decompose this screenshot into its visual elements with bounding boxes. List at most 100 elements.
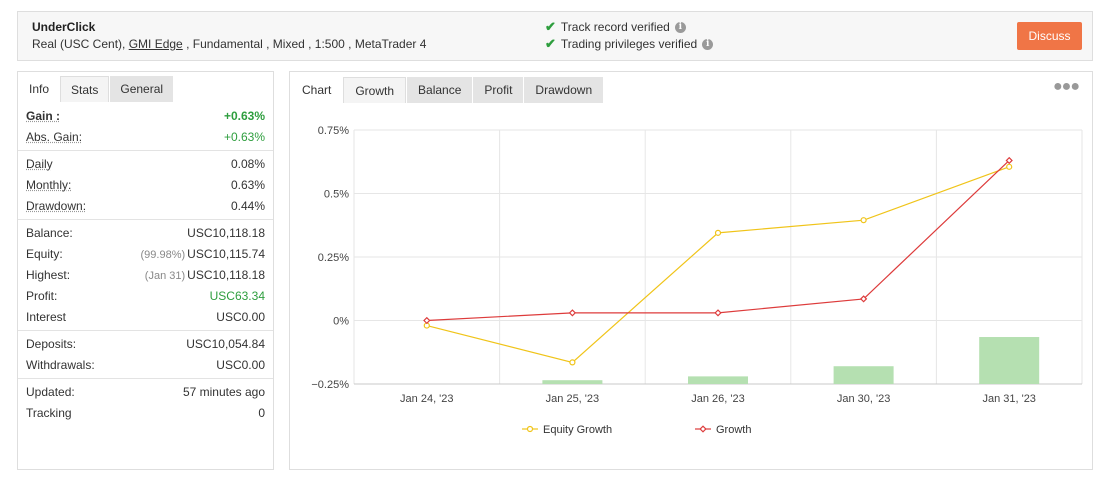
x-tick-label: Jan 26, '23 (691, 393, 744, 405)
check-icon: ✔ (545, 36, 556, 51)
verify-privileges-label: Trading privileges verified (560, 37, 698, 51)
tab-stats[interactable]: Stats (60, 76, 110, 102)
x-tick-label: Jan 24, '23 (400, 393, 453, 405)
x-tick-label: Jan 30, '23 (837, 393, 890, 405)
broker-link[interactable]: GMI Edge (128, 37, 183, 51)
trading-privileges-verified: ✔ Trading privileges verified i (545, 36, 714, 52)
stat-value: USC10,118.18 (187, 226, 265, 240)
account-header: UnderClick Real (USC Cent), GMI Edge , F… (17, 11, 1093, 61)
series-line (426, 160, 1010, 322)
stat-highest: Highest: (Jan 31) USC10,118.18 (18, 264, 273, 285)
more-options-icon[interactable]: ●●● (1053, 78, 1080, 95)
stat-value: 57 minutes ago (182, 385, 265, 399)
legend-marker (526, 425, 534, 433)
equity-point (860, 217, 867, 224)
stat-value: 0.63% (230, 178, 265, 192)
legend-marker (699, 425, 707, 433)
stat-withdrawals: Withdrawals: USC0.00 (18, 354, 273, 375)
legend-label: Growth (716, 424, 751, 436)
stats-list: Gain : +0.63% Abs. Gain: +0.63% Daily 0.08%… (18, 105, 273, 423)
y-tick-label: 0.25% (318, 252, 349, 264)
stat-label: Updated: (26, 385, 75, 399)
divider (18, 330, 273, 331)
stat-label: Tracking (26, 406, 72, 420)
tab-growth[interactable]: Growth (343, 77, 407, 103)
growth-point (423, 316, 431, 325)
tab-chart[interactable]: Chart (291, 77, 343, 103)
account-details: Real (USC Cent), GMI Edge , Fundamental … (32, 37, 426, 51)
account-details-rest: , Fundamental , Mixed , 1:500 , MetaTrad… (182, 37, 427, 51)
stat-deposits: Deposits: USC10,054.84 (18, 333, 273, 354)
bar-series (542, 337, 1040, 384)
growth-bar (688, 376, 748, 384)
tab-profit[interactable]: Profit (473, 77, 524, 103)
stat-label[interactable]: Drawdown: (26, 199, 87, 213)
equity-point (714, 229, 722, 236)
growth-point (1005, 156, 1013, 165)
stat-value-group: (Jan 31) USC10,118.18 (145, 268, 265, 282)
growth-point (568, 309, 577, 317)
line-series (423, 156, 1013, 366)
stat-label[interactable]: Gain : (26, 109, 61, 123)
stat-value: 0 (258, 406, 265, 420)
info-icon[interactable]: i (702, 38, 714, 50)
divider (18, 219, 273, 220)
stat-updated: Updated: 57 minutes ago (18, 381, 273, 402)
stat-value: USC63.34 (209, 289, 265, 303)
stat-gain: Gain : +0.63% (18, 105, 273, 126)
stat-label: Equity: (26, 247, 63, 261)
discuss-button[interactable]: Discuss (1017, 22, 1082, 50)
chart-panel: 0.75% 0.5% 0.25% 0% −0.25% Jan 24, '23 Jan 25,… (289, 71, 1093, 470)
tab-balance[interactable]: Balance (407, 77, 473, 103)
stat-value: 0.08% (230, 157, 265, 171)
stat-value: USC0.00 (216, 358, 265, 372)
growth-chart: 0.75% 0.5% 0.25% 0% −0.25% Jan 24, '23 Jan 25,… (311, 125, 1083, 436)
stats-panel: Info Stats General Gain : +0.63% Abs. Gai… (17, 71, 274, 470)
tab-general[interactable]: General (110, 76, 174, 102)
stat-value: USC10,054.84 (186, 337, 265, 351)
legend-label: Equity Growth (543, 424, 612, 436)
stat-label: Profit: (26, 289, 58, 303)
stat-tracking: Tracking 0 (18, 402, 273, 423)
stat-value: USC0.00 (216, 310, 265, 324)
divider (18, 150, 273, 151)
stat-label: Interest (26, 310, 67, 324)
stat-label[interactable]: Monthly: (26, 178, 72, 192)
chart-grid (353, 129, 1083, 385)
account-name: UnderClick (32, 20, 96, 34)
stat-value: +0.63% (223, 130, 265, 144)
y-tick-label: 0.5% (324, 189, 349, 201)
series-line (426, 166, 1010, 364)
y-tick-label: −0.25% (311, 379, 349, 391)
stat-balance: Balance: USC10,118.18 (18, 222, 273, 243)
growth-point (714, 309, 722, 317)
info-icon[interactable]: i (674, 21, 686, 33)
stat-abs-gain: Abs. Gain: +0.63% (18, 126, 273, 147)
stat-daily: Daily 0.08% (18, 153, 273, 174)
stat-profit: Profit: USC63.34 (18, 285, 273, 306)
tab-info[interactable]: Info (19, 76, 60, 102)
verify-track-label: Track record verified (560, 20, 670, 34)
equity-percent: (99.98%) (140, 249, 186, 261)
tab-drawdown[interactable]: Drawdown (524, 77, 604, 103)
chart-legend[interactable]: Equity Growth Growth (522, 424, 751, 436)
stat-value: USC10,115.74 (187, 247, 265, 261)
stats-tabs: Info Stats General (19, 76, 174, 102)
stat-label: Highest: (26, 268, 71, 282)
growth-point (859, 295, 868, 303)
stat-label: Deposits: (26, 337, 77, 351)
stat-interest: Interest USC0.00 (18, 306, 273, 327)
y-tick-label: 0.75% (318, 125, 349, 137)
x-tick-label: Jan 25, '23 (546, 393, 599, 405)
stat-monthly: Monthly: 0.63% (18, 174, 273, 195)
y-tick-label: 0% (333, 316, 349, 328)
equity-point (569, 359, 576, 366)
stat-value-group: (99.98%) USC10,115.74 (141, 247, 265, 261)
x-tick-label: Jan 31, '23 (982, 393, 1035, 405)
stat-label[interactable]: Daily (26, 157, 53, 171)
stat-value: 0.44% (230, 199, 265, 213)
check-icon: ✔ (545, 19, 556, 34)
divider (18, 378, 273, 379)
stat-value: +0.63% (223, 109, 265, 123)
stat-label[interactable]: Abs. Gain: (26, 130, 83, 144)
